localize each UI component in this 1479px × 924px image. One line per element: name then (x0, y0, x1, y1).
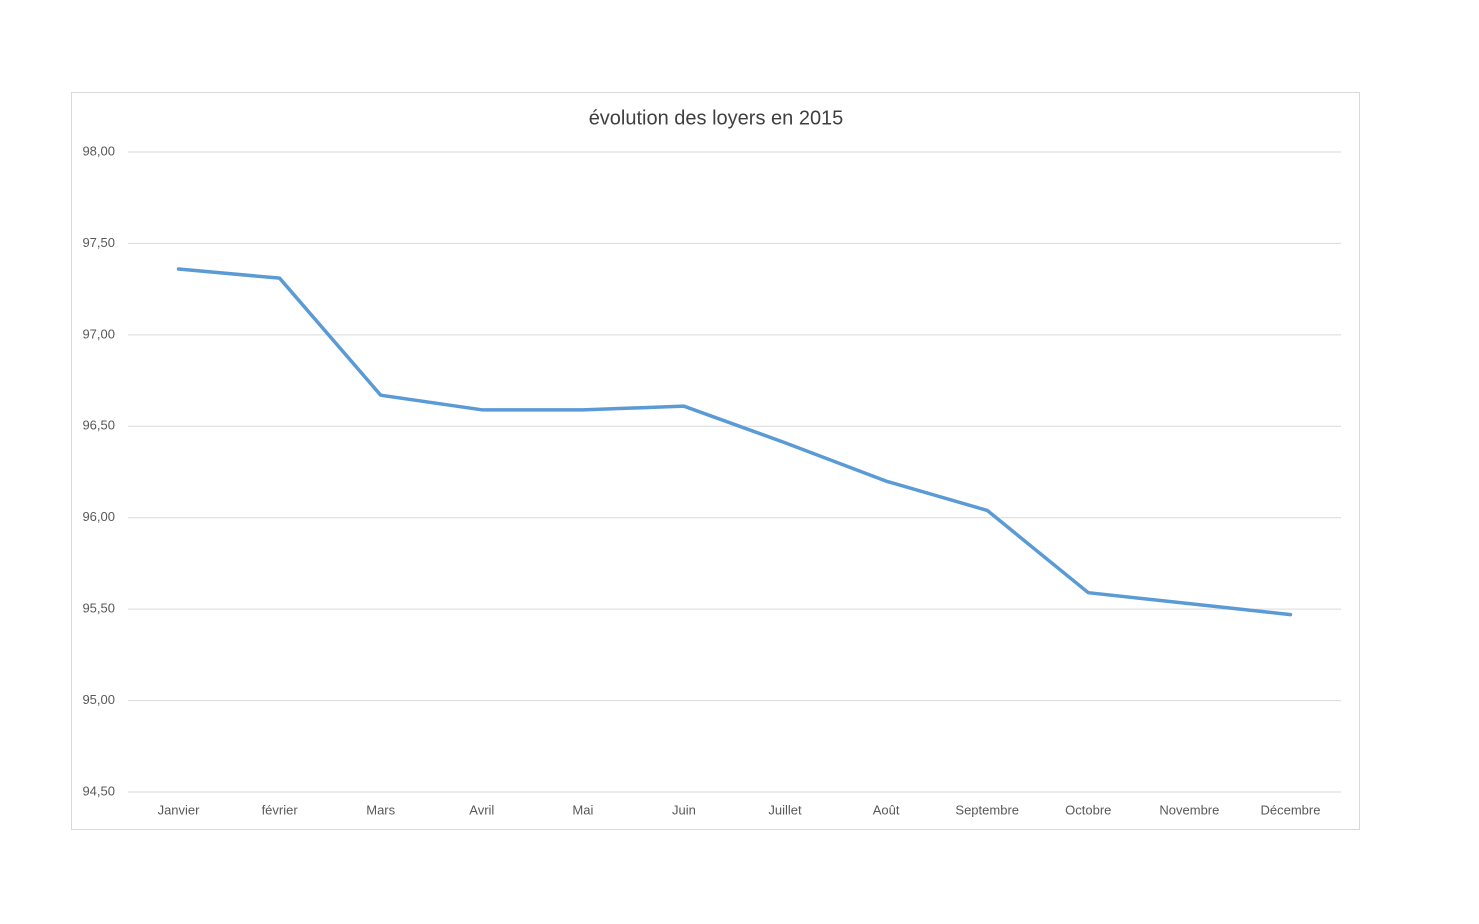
x-tick-label: Mai (572, 802, 593, 817)
chart-title: évolution des loyers en 2015 (589, 107, 844, 129)
y-tick-label: 98,00 (82, 143, 115, 158)
y-tick-label: 96,00 (82, 509, 115, 524)
x-tick-label: février (262, 802, 299, 817)
x-tick-label: Octobre (1065, 802, 1111, 817)
x-tick-label: Novembre (1159, 802, 1219, 817)
y-tick-label: 97,50 (82, 235, 115, 250)
x-tick-label: Décembre (1260, 802, 1320, 817)
x-tick-label: Juin (672, 802, 696, 817)
chart-frame (71, 92, 1360, 830)
x-tick-label: Septembre (955, 802, 1019, 817)
y-tick-label: 94,50 (82, 783, 115, 798)
x-tick-label: Janvier (158, 802, 201, 817)
x-tick-label: Juillet (768, 802, 802, 817)
y-tick-label: 97,00 (82, 326, 115, 341)
x-tick-label: Août (873, 802, 900, 817)
x-tick-label: Avril (469, 802, 494, 817)
x-tick-label: Mars (366, 802, 395, 817)
y-tick-label: 96,50 (82, 418, 115, 433)
y-tick-label: 95,50 (82, 601, 115, 616)
data-line (176, 267, 1293, 617)
y-tick-label: 95,00 (82, 692, 115, 707)
